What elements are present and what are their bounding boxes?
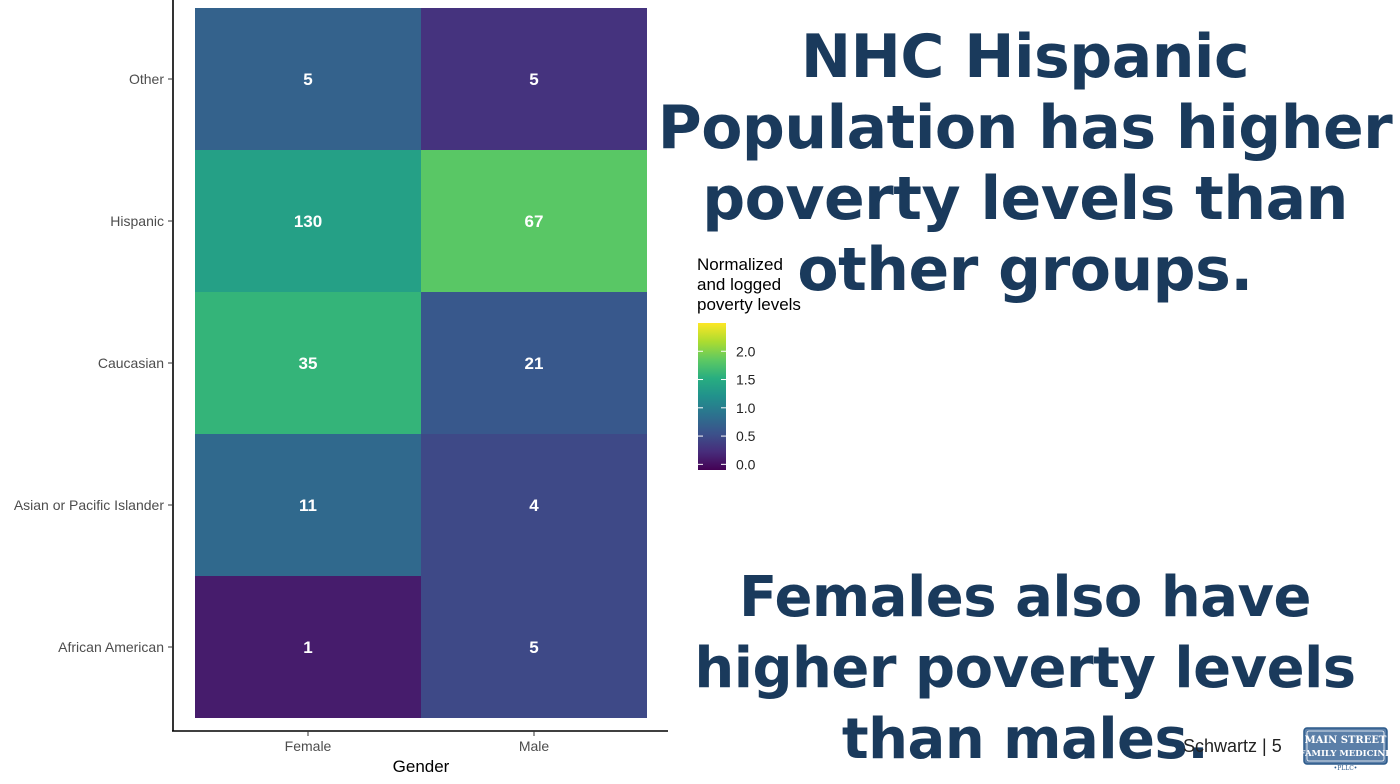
cell-label-african-american-male: 5: [529, 638, 538, 657]
colorbar-tick-label-0-5: 0.5: [736, 428, 756, 444]
cell-label-asian-or-pacific-islander-male: 4: [529, 496, 539, 515]
svg-text:•PLLC•: •PLLC•: [1334, 765, 1358, 771]
colorbar-tick-label-1-0: 1.0: [736, 400, 756, 416]
heatmap-cell-african-american-female: [195, 576, 421, 718]
cell-label-caucasian-male: 21: [525, 354, 544, 373]
x-axis-title: Gender: [393, 757, 450, 776]
y-tick-label-other: Other: [129, 71, 164, 87]
cell-label-hispanic-female: 130: [294, 212, 322, 231]
colorbar-tick-label-1-5: 1.5: [736, 372, 756, 388]
svg-text:MAIN STREET: MAIN STREET: [1305, 735, 1387, 746]
y-tick-label-caucasian: Caucasian: [98, 355, 164, 371]
heatmap-cell-asian-or-pacific-islander-female: [195, 434, 421, 576]
colorbar-tick-label-0-0: 0.0: [736, 456, 756, 472]
cell-label-hispanic-male: 67: [525, 212, 544, 231]
svg-text:FAMILY MEDICINE: FAMILY MEDICINE: [1303, 749, 1388, 759]
headline-poverty-females: Females also have higher poverty levels …: [694, 565, 1356, 772]
cell-label-other-female: 5: [303, 70, 312, 89]
x-tick-label-male: Male: [519, 738, 550, 754]
heatmap-cell-other-female: [195, 8, 421, 150]
heatmap-cell-african-american-male: [421, 576, 647, 718]
heatmap-chart: 5 5 130 67 35 21 11 4 1 5 Other Hispanic Caucasian A…: [14, 0, 756, 776]
cell-label-caucasian-female: 35: [299, 354, 318, 373]
cell-label-asian-or-pacific-islander-female: 11: [299, 496, 317, 515]
colorbar: [698, 323, 726, 470]
main-street-family-medicine-logo: MAIN STREET FAMILY MEDICINE •PLLC•: [1303, 727, 1388, 771]
heatmap-cell-other-male: [421, 8, 647, 150]
headline-poverty-hispanic: NHC Hispanic Population has higher pover…: [657, 22, 1393, 305]
heatmap-cell-asian-or-pacific-islander-male: [421, 434, 647, 576]
y-tick-label-african-american: African American: [58, 639, 164, 655]
legend-title: Normalized and logged poverty levels: [697, 255, 801, 314]
heatmap-cell-hispanic-male: [421, 150, 647, 292]
y-tick-label-asian-or-pacific-islander: Asian or Pacific Islander: [14, 497, 165, 513]
cell-label-african-american-female: 1: [303, 638, 312, 657]
heatmap-cell-hispanic-female: [195, 150, 421, 292]
x-tick-label-female: Female: [285, 738, 332, 754]
y-tick-label-hispanic: Hispanic: [110, 213, 164, 229]
slide-footer: Schwartz | 5: [1183, 736, 1282, 756]
heatmap-cell-caucasian-male: [421, 292, 647, 434]
cell-label-other-male: 5: [529, 70, 538, 89]
colorbar-tick-label-2-0: 2.0: [736, 343, 756, 359]
heatmap-cell-caucasian-female: [195, 292, 421, 434]
